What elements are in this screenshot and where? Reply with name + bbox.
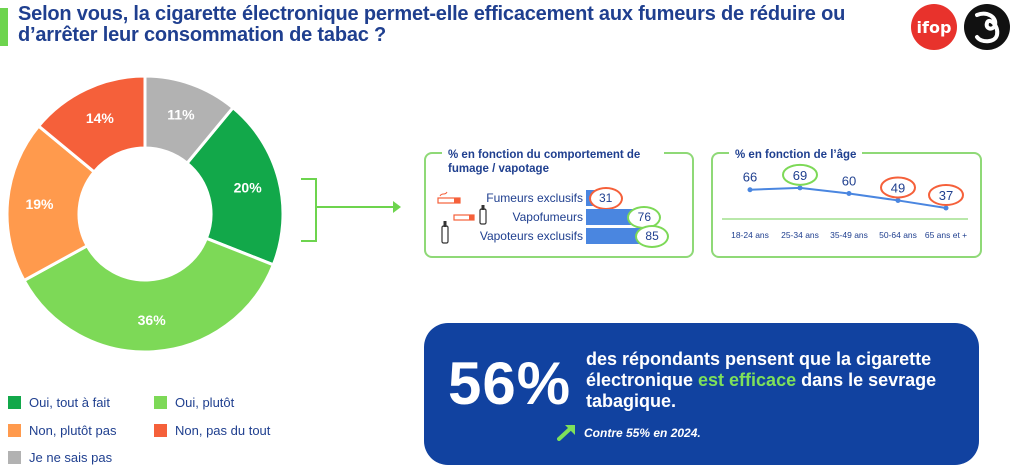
comparison-note: Contre 55% en 2024.	[584, 426, 701, 440]
age-point	[895, 197, 901, 203]
age-series-line	[749, 186, 947, 209]
slice-label: 14%	[86, 110, 115, 126]
age-tick-label: 65 ans et +	[925, 230, 967, 240]
slice-oui-tout-a-fait	[184, 105, 285, 267]
age-line-chart: 66 18-24 ans 69 25-34 ans 60 35-49 ans 49 50-64…	[722, 163, 968, 240]
age-point	[797, 185, 803, 191]
slice-label: 36%	[138, 312, 167, 328]
legend-swatch-ne-sais-pas	[8, 451, 21, 464]
bar-label: Fumeurs exclusifs	[486, 191, 583, 205]
slice-label: 11%	[167, 106, 195, 122]
key-figure-text-start: des répondants pensent que la cigarette …	[586, 349, 932, 390]
donut-chart: 20% 36% 19% 14% 11%	[5, 74, 285, 354]
bar-value: 31	[588, 187, 623, 210]
behaviour-panel: % en fonction du comportement de fumage …	[424, 148, 694, 258]
bar-label: Vapofumeurs	[512, 210, 583, 224]
slice-label: 19%	[25, 196, 54, 212]
age-value-label: 66	[743, 170, 757, 185]
key-figure-highlight: est efficace	[698, 370, 797, 390]
age-tick-label: 18-24 ans	[731, 230, 769, 240]
cigarette-and-vape-icon	[453, 205, 487, 225]
legend-item: Oui, tout à fait	[8, 395, 110, 410]
legend-item: Oui, plutôt	[154, 395, 234, 410]
age-tick-label: 50-64 ans	[879, 230, 917, 240]
age-value-label: 37	[939, 188, 953, 203]
slice-ne-sais-pas	[143, 74, 236, 166]
key-figure-text-end: dans le sevrage tabagique.	[586, 370, 937, 411]
age-tick-label: 35-49 ans	[830, 230, 868, 240]
bar-row-vapoteurs-exclusifs: Vapoteurs exclusifs 85	[438, 221, 698, 248]
age-value-label: 49	[891, 180, 905, 195]
connector-arrow-line	[316, 206, 396, 208]
age-point	[747, 187, 753, 193]
behaviour-panel-title: % en fonction du comportement de fumage …	[442, 148, 664, 176]
legend-label: Non, pas du tout	[175, 423, 271, 438]
trend-up-arrow-icon	[557, 425, 575, 441]
legend-swatch-oui-plutot	[154, 396, 167, 409]
age-point	[943, 205, 949, 211]
legend-label: Je ne sais pas	[29, 450, 113, 465]
ifop-logo: ifop	[911, 4, 957, 50]
age-value-label: 69	[793, 168, 807, 183]
key-figure-callout: 56% des répondants pensent que la cigare…	[424, 323, 979, 465]
age-tick-label: 25-34 ans	[781, 230, 819, 240]
age-point	[846, 191, 852, 197]
bar-row-vapofumeurs: Vapofumeurs 76	[438, 205, 698, 229]
age-value-highlight	[880, 176, 916, 199]
age-value-label: 60	[842, 174, 856, 189]
bar-label: Vapoteurs exclusifs	[479, 229, 583, 243]
brand-logo-icon	[964, 4, 1010, 50]
legend-label: Oui, tout à fait	[29, 395, 110, 410]
key-figure-number: 56%	[448, 350, 572, 417]
legend-label: Non, plutôt pas	[29, 423, 117, 438]
vape-icon	[441, 221, 449, 244]
age-panel: % en fonction de l’âge	[711, 148, 982, 258]
slice-label: 20%	[234, 180, 263, 196]
age-value-highlight	[928, 184, 964, 206]
legend-swatch-non-plutot-pas	[8, 424, 21, 437]
age-value-highlight	[782, 163, 818, 186]
legend-label: Oui, plutôt	[175, 395, 235, 410]
bar-value: 85	[635, 225, 670, 248]
key-figure-text: des répondants pensent que la cigarette …	[586, 349, 966, 412]
legend-swatch-oui-tout-a-fait	[8, 396, 21, 409]
legend-item: Non, plutôt pas	[8, 423, 116, 438]
page-title: Selon vous, la cigarette électronique pe…	[18, 3, 846, 46]
cigarette-icon	[437, 191, 461, 204]
legend-swatch-non-pas-du-tout	[154, 424, 167, 437]
slice-oui-plutot	[22, 236, 276, 354]
title-accent-bar	[0, 8, 8, 46]
legend-item: Je ne sais pas	[8, 450, 112, 465]
legend-item: Non, pas du tout	[154, 423, 270, 438]
age-panel-title: % en fonction de l’âge	[729, 148, 863, 162]
arrow-right-icon	[393, 201, 401, 213]
donut-legend: Oui, tout à fait Oui, plutôt Non, plutôt…	[8, 395, 308, 470]
slice-non-plutot-pas	[5, 123, 97, 283]
bracket-connector	[301, 178, 317, 242]
